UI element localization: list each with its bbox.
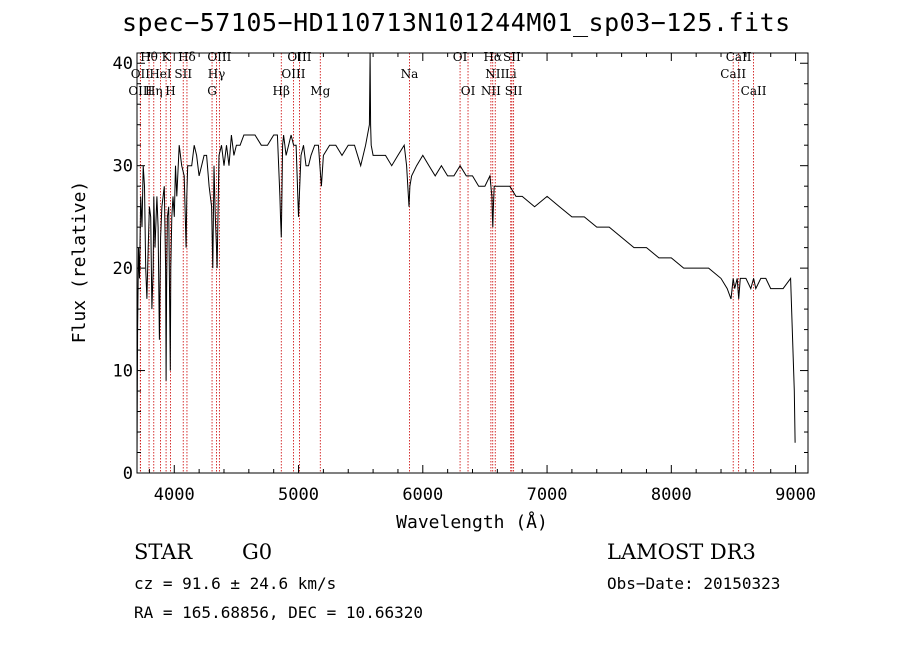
x-tick-label: 6000 bbox=[402, 485, 443, 505]
survey-name: LAMOST DR3 bbox=[607, 540, 756, 564]
y-axis-label: Flux (relative) bbox=[69, 181, 90, 344]
spectral-line-label: OIII bbox=[207, 50, 231, 64]
spectral-line-label: Hα bbox=[483, 50, 502, 64]
spectral-line-label: H bbox=[165, 84, 175, 98]
y-tick-label: 40 bbox=[113, 54, 133, 74]
axis-ticks: 4000 5000 6000 7000 8000 9000 0 10 20 30 40 bbox=[113, 53, 816, 505]
spectral-line-label: OIII bbox=[281, 67, 305, 81]
spectral-line-label: OII bbox=[131, 67, 151, 81]
spectral-line-label: NII bbox=[481, 84, 501, 98]
spectral-line-label: Hβ bbox=[273, 84, 290, 98]
spectral-line-label: CaII bbox=[741, 84, 767, 98]
x-axis-label: Wavelength (Å) bbox=[396, 511, 548, 533]
y-tick-label: 20 bbox=[113, 259, 133, 279]
spectral-line-label: OIII bbox=[128, 84, 152, 98]
chart-title: spec−57105−HD110713N101244M01_sp03−125.f… bbox=[122, 8, 791, 37]
spectrum-series-line bbox=[136, 52, 796, 463]
redshift-line: cz = 91.6 ± 24.6 km/s bbox=[134, 574, 337, 593]
y-tick-label: 30 bbox=[113, 157, 133, 177]
spectral-line-label: Li bbox=[505, 67, 517, 81]
spectral-line-label: Mg bbox=[310, 84, 330, 98]
spectral-line-label: CaII bbox=[720, 67, 746, 81]
observation-date: Obs−Date: 20150323 bbox=[607, 574, 781, 593]
y-tick-label: 0 bbox=[123, 464, 133, 484]
spectral-line-label: Hγ bbox=[208, 67, 226, 81]
spectral-line-label: G bbox=[207, 84, 217, 98]
x-tick-label: 5000 bbox=[278, 485, 319, 505]
ra-dec-coordinates: RA = 165.68856, DEC = 10.66320 bbox=[134, 603, 423, 622]
plot-frame bbox=[136, 52, 809, 474]
spectral-line-label: Hδ bbox=[178, 50, 196, 64]
spectral-line-label: Na bbox=[401, 67, 419, 81]
y-tick-label: 10 bbox=[113, 362, 133, 382]
spectral-line-markers bbox=[139, 53, 754, 473]
spectral-line-label: CaII bbox=[726, 50, 752, 64]
object-class: STAR bbox=[134, 540, 193, 564]
spectral-line-label: K bbox=[162, 50, 172, 64]
object-subclass: G0 bbox=[242, 540, 273, 564]
spectral-line-label: OI bbox=[453, 50, 468, 64]
spectral-line-label: SII bbox=[503, 50, 521, 64]
spectral-line-label: NII bbox=[485, 67, 505, 81]
spectral-line-label: SII bbox=[174, 67, 192, 81]
spectral-line-label: SII bbox=[505, 84, 523, 98]
x-tick-label: 9000 bbox=[775, 485, 816, 505]
spectral-line-label: HeI bbox=[149, 67, 172, 81]
x-tick-label: 7000 bbox=[527, 485, 568, 505]
x-tick-label: 4000 bbox=[154, 485, 195, 505]
spectral-line-label: OI bbox=[461, 84, 476, 98]
spectral-line-label: OIII bbox=[287, 50, 311, 64]
spectral-line-label: Hη bbox=[145, 84, 163, 98]
x-tick-label: 8000 bbox=[651, 485, 692, 505]
